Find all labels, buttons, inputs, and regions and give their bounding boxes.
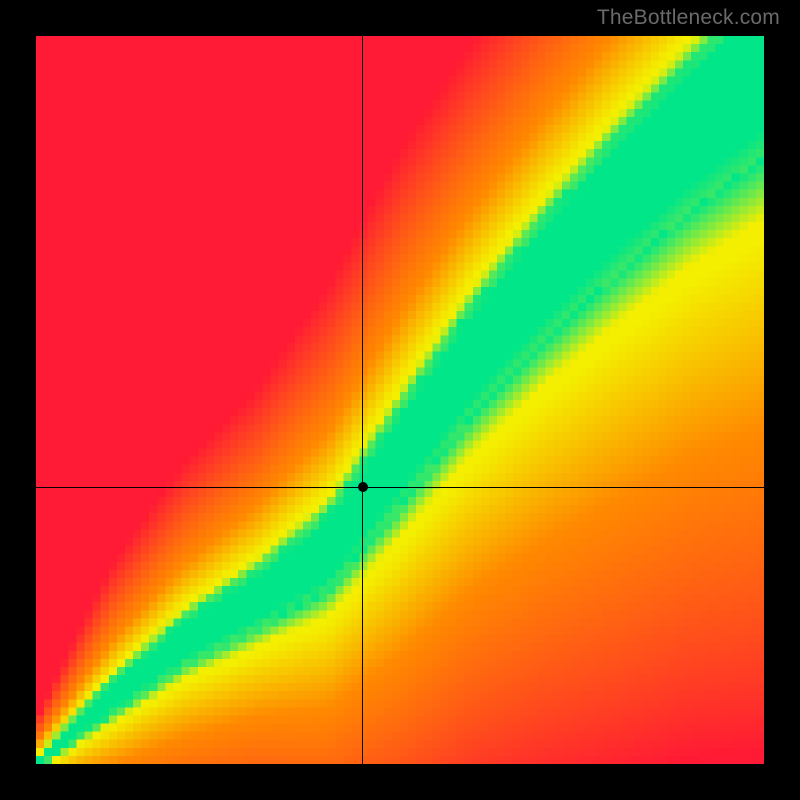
crosshair-horizontal xyxy=(36,487,764,488)
marker-point xyxy=(358,482,368,492)
chart-container: TheBottleneck.com xyxy=(0,0,800,800)
attribution-text: TheBottleneck.com xyxy=(597,6,780,30)
heatmap-canvas xyxy=(36,36,764,764)
crosshair-vertical xyxy=(362,36,363,764)
